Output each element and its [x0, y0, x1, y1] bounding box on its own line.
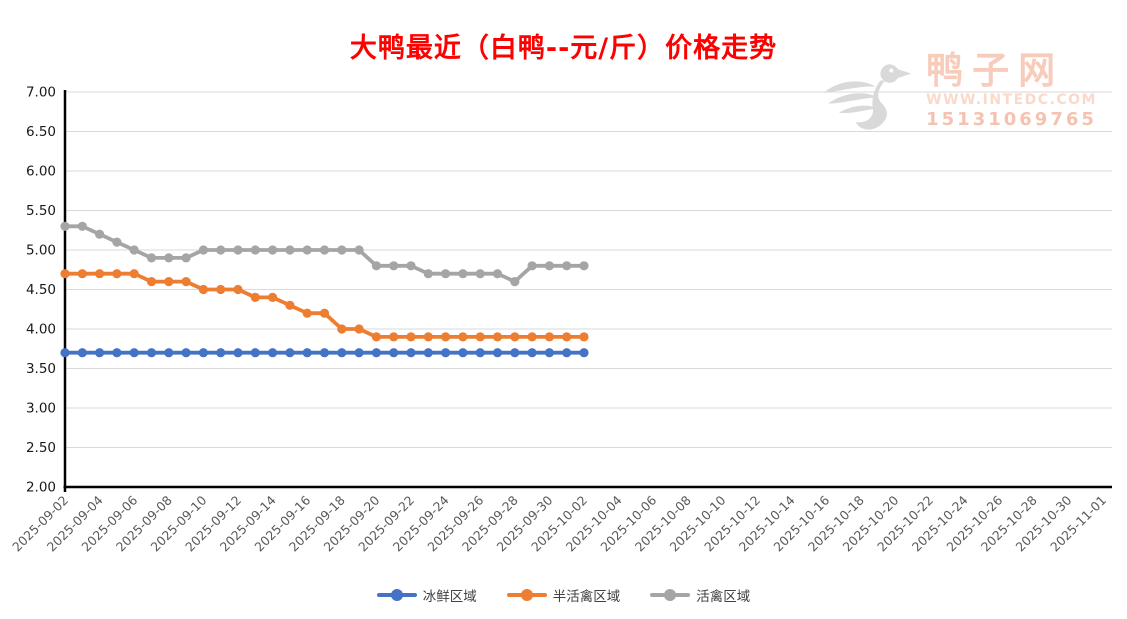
svg-text:5.50: 5.50 [26, 203, 56, 219]
svg-text:7.00: 7.00 [26, 85, 56, 101]
legend-item-huoqin: 活禽区域 [650, 585, 750, 605]
svg-text:4.50: 4.50 [26, 282, 56, 298]
legend-marker-line-dot-icon [376, 589, 417, 601]
legend-label: 活禽区域 [696, 589, 751, 605]
svg-text:3.00: 3.00 [26, 401, 56, 417]
svg-text:2.00: 2.00 [26, 480, 56, 496]
svg-text:6.50: 6.50 [26, 124, 56, 140]
chart-title: 大鸭最近（白鸭--元/斤）价格走势 [349, 33, 778, 64]
legend-marker-line-dot-icon [506, 589, 547, 601]
legend-marker-line-dot-icon [650, 589, 691, 601]
svg-text:4.00: 4.00 [26, 322, 56, 338]
svg-text:2.50: 2.50 [26, 440, 56, 456]
legend-label: 冰鲜区域 [422, 589, 477, 605]
legend-item-banhuoqin: 半活禽区域 [506, 585, 621, 605]
svg-text:3.50: 3.50 [26, 361, 56, 377]
chart-legend: 冰鲜区域 半活禽区域 活禽区域 [0, 585, 1127, 605]
svg-text:5.00: 5.00 [26, 243, 56, 259]
legend-item-bingxian: 冰鲜区域 [376, 585, 477, 605]
svg-text:6.00: 6.00 [26, 164, 56, 180]
legend-label: 半活禽区域 [552, 589, 621, 605]
